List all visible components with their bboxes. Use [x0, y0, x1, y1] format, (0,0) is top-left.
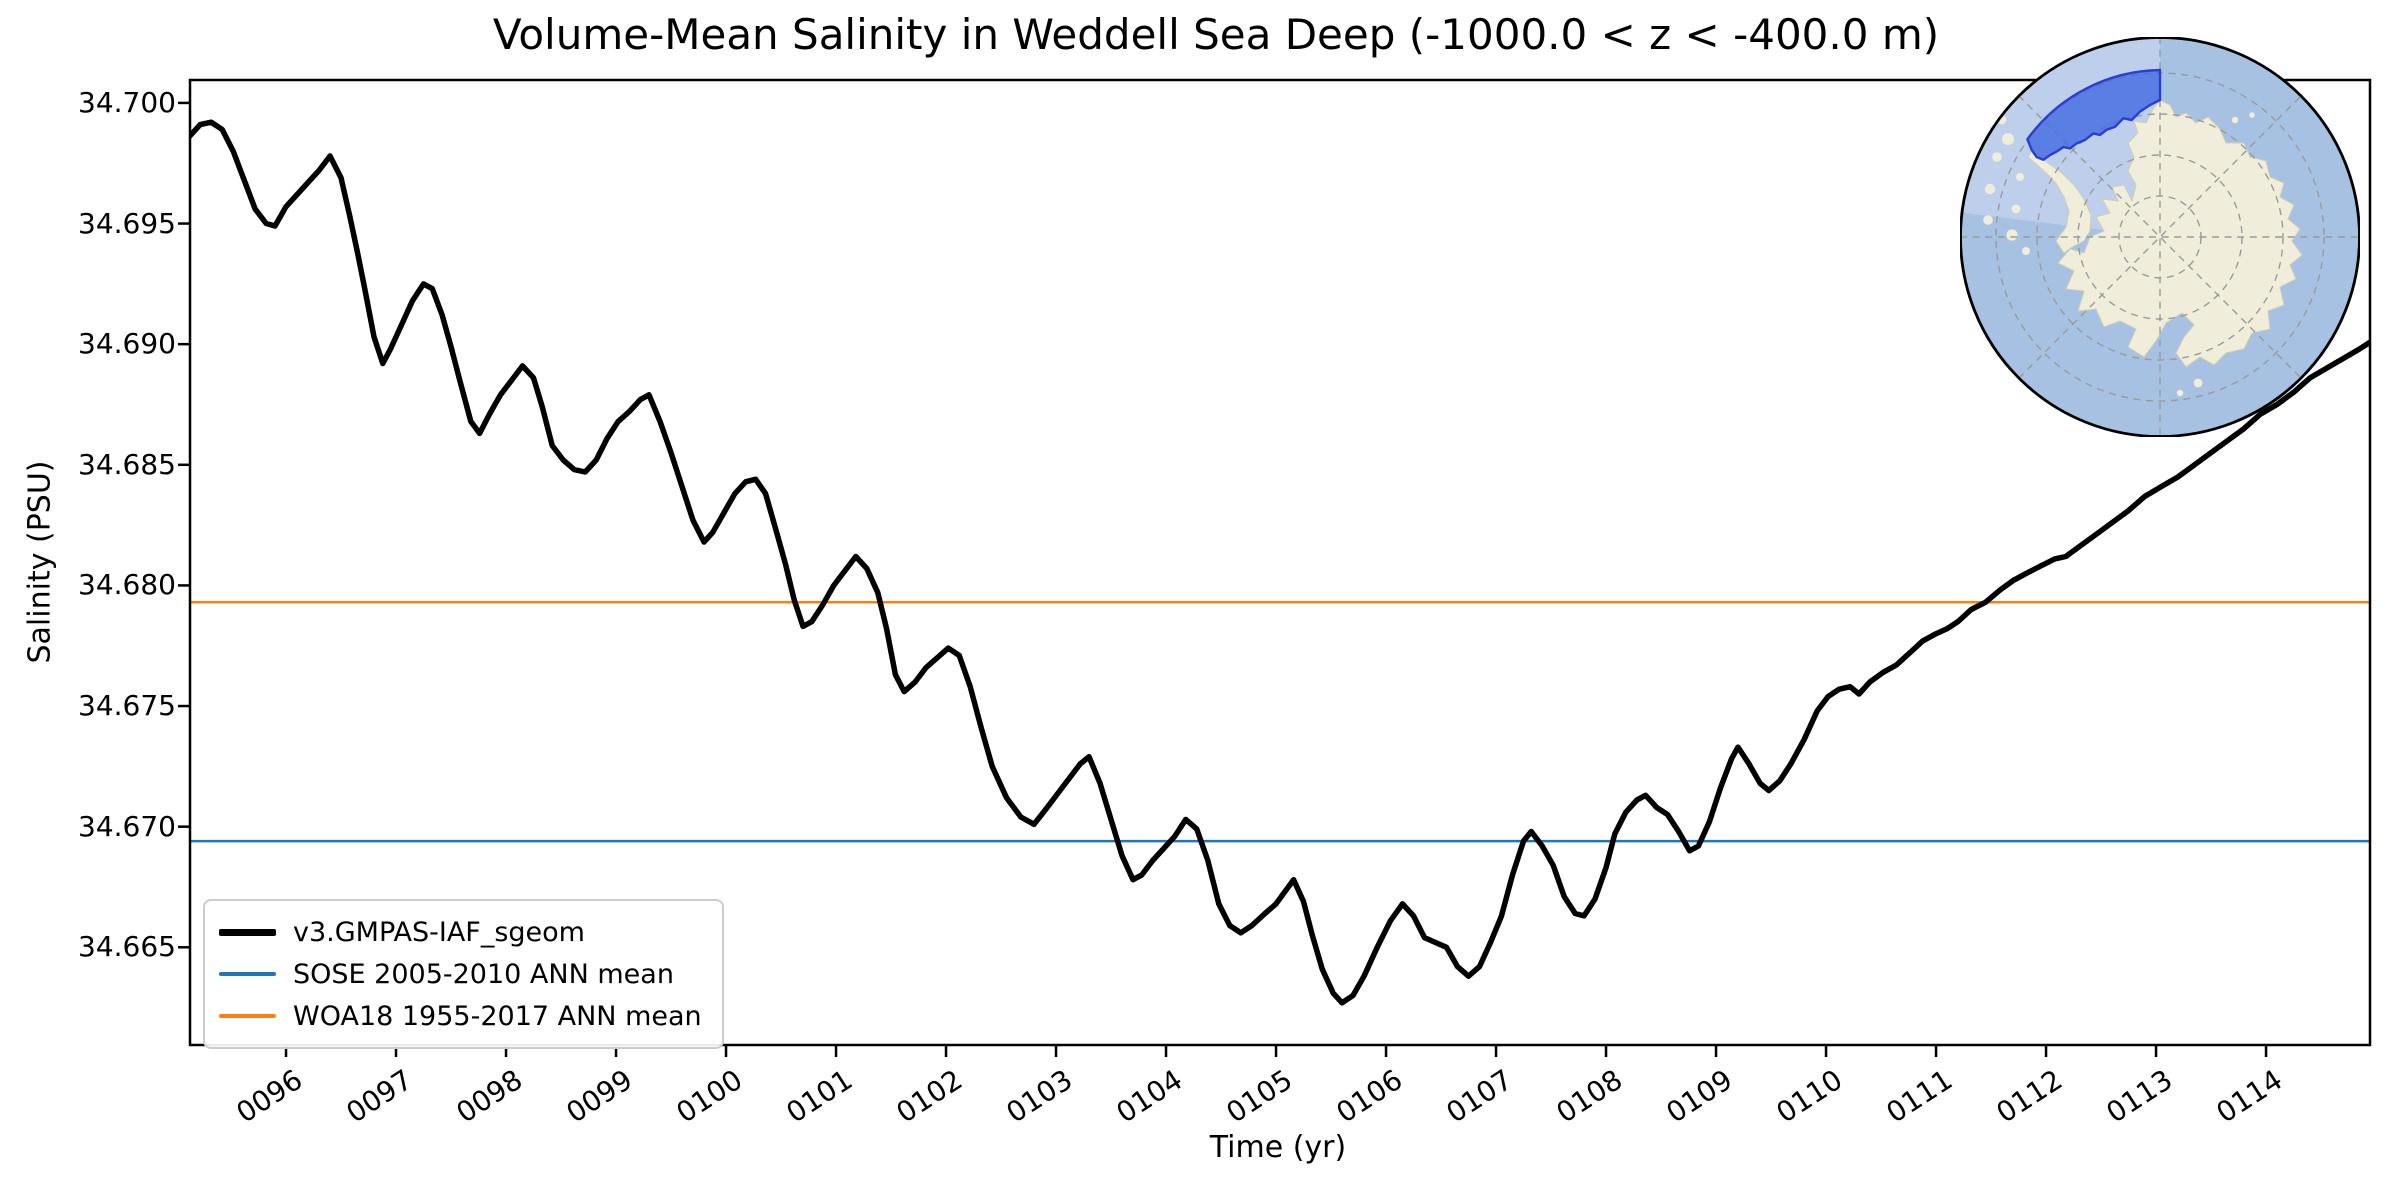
y-tick-label: 34.675 [78, 689, 176, 723]
axes-spines [188, 78, 2372, 1047]
woa18-line-swatch [219, 1014, 276, 1018]
island [2006, 229, 2018, 241]
antarctica-landmass [1983, 99, 2303, 397]
y-tick-label: 34.685 [78, 447, 176, 481]
y-tick-label: 34.665 [78, 930, 176, 964]
chart-title: Volume-Mean Salinity in Weddell Sea Deep… [492, 10, 1940, 59]
island [2016, 173, 2024, 181]
salinity-series-line [190, 119, 2370, 1006]
island [2249, 112, 2255, 118]
y-tick-label: 34.695 [78, 206, 176, 240]
graticule-line [2036, 113, 2284, 361]
y-tick-label: 34.670 [78, 809, 176, 843]
island [1983, 215, 1993, 225]
weddell-sea-region [2026, 68, 2162, 162]
island [2002, 133, 2014, 145]
graticule-line [2018, 95, 2302, 379]
legend-item-woa18: WOA18 1955-2017 ANN mean [219, 995, 702, 1037]
island [2022, 247, 2030, 255]
island [2176, 389, 2184, 397]
legend-item-model: v3.GMPAS-IAF_sgeom [219, 911, 702, 953]
island [1984, 183, 1996, 195]
island [1992, 152, 2002, 162]
sose-line-swatch [219, 972, 276, 976]
y-tick-label: 34.680 [78, 568, 176, 602]
island [2193, 378, 2203, 388]
antarctica-inset-map [1960, 37, 2360, 437]
island [2231, 116, 2239, 124]
model-line-swatch [219, 928, 276, 936]
y-tick-label: 34.690 [78, 327, 176, 361]
island [2011, 204, 2021, 214]
x-axis-label: Time (yr) [1209, 1130, 1347, 1165]
antarctic-peninsula [2027, 150, 2092, 254]
map-border-circle [1960, 37, 2360, 437]
antarctica-main-body [2057, 99, 2303, 368]
legend-item-sose: SOSE 2005-2010 ANN mean [219, 953, 702, 995]
y-tick-label: 34.700 [78, 85, 176, 119]
islands [1983, 112, 2255, 397]
legend: v3.GMPAS-IAF_sgeom SOSE 2005-2010 ANN me… [203, 899, 724, 1049]
